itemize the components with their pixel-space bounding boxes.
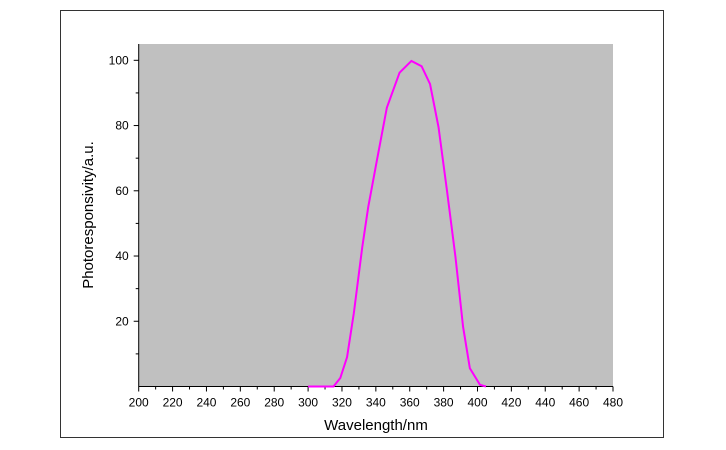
series-line [308,59,487,388]
y-tick-label: 40 [115,249,129,263]
x-tick-label: 220 [163,396,183,410]
x-tick-label: 300 [298,396,318,410]
x-tick-label: 240 [196,396,216,410]
x-tick-label: 320 [332,396,352,410]
x-tick-label: 360 [400,396,420,410]
x-tick-label: 440 [535,396,555,410]
x-tick-label: 420 [501,396,521,410]
x-tick-label: 380 [434,396,454,410]
figure-frame [60,10,664,438]
x-tick-label: 400 [467,396,487,410]
x-tick-label: 260 [230,396,250,410]
y-axis-label: Photoresponsivity/a.u. [80,141,97,289]
y-tick-label: 100 [109,53,129,67]
x-axis-label: Wavelength/nm [324,417,428,434]
plot-area [138,44,613,387]
x-tick-label: 200 [129,396,149,410]
x-tick-label: 480 [603,396,623,410]
x-tick-label: 280 [264,396,284,410]
x-tick-label: 340 [366,396,386,410]
x-tick-label: 460 [569,396,589,410]
y-tick-label: 80 [115,119,129,133]
y-tick-label: 60 [115,184,129,198]
y-tick-label: 20 [115,314,129,328]
